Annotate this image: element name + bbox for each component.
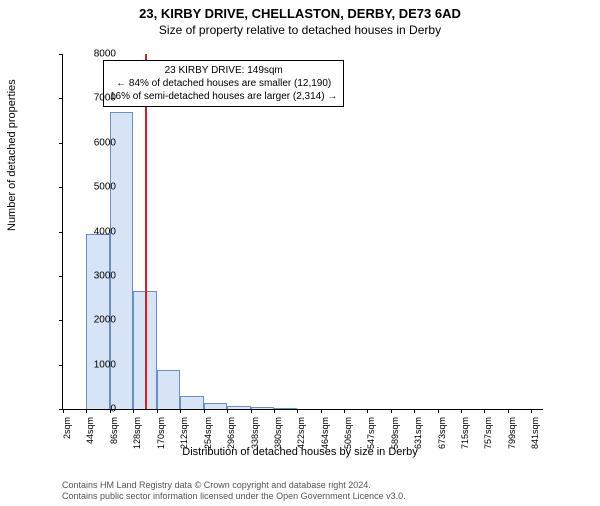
- x-tick-label: 2sqm: [62, 417, 72, 457]
- x-tick-mark: [321, 409, 322, 413]
- y-tick-label: 7000: [66, 93, 116, 104]
- y-tick-label: 3000: [66, 270, 116, 281]
- x-tick-label: 170sqm: [156, 417, 166, 457]
- x-tick-mark: [391, 409, 392, 413]
- x-tick-label: 715sqm: [460, 417, 470, 457]
- x-tick-label: 673sqm: [437, 417, 447, 457]
- x-tick-mark: [531, 409, 532, 413]
- y-tick-mark: [59, 232, 63, 233]
- x-tick-label: 506sqm: [343, 417, 353, 457]
- x-tick-mark: [414, 409, 415, 413]
- y-tick-mark: [59, 320, 63, 321]
- x-tick-label: 254sqm: [203, 417, 213, 457]
- x-tick-label: 589sqm: [390, 417, 400, 457]
- y-axis-label: Number of detached properties: [6, 79, 18, 231]
- x-tick-label: 631sqm: [413, 417, 423, 457]
- y-tick-label: 4000: [66, 226, 116, 237]
- y-tick-mark: [59, 54, 63, 55]
- x-tick-label: 86sqm: [109, 417, 119, 457]
- histogram-bar: [157, 370, 180, 409]
- x-tick-mark: [204, 409, 205, 413]
- page-subtitle: Size of property relative to detached ho…: [0, 23, 600, 37]
- page-title: 23, KIRBY DRIVE, CHELLASTON, DERBY, DE73…: [0, 6, 600, 21]
- histogram-bar: [180, 396, 203, 409]
- x-tick-label: 757sqm: [483, 417, 493, 457]
- x-tick-label: 841sqm: [530, 417, 540, 457]
- y-tick-mark: [59, 143, 63, 144]
- x-tick-label: 296sqm: [226, 417, 236, 457]
- histogram-bar: [274, 408, 297, 409]
- x-tick-mark: [157, 409, 158, 413]
- annotation-line: 16% of semi-detached houses are larger (…: [110, 90, 337, 103]
- x-tick-mark: [133, 409, 134, 413]
- y-tick-label: 5000: [66, 182, 116, 193]
- y-tick-label: 1000: [66, 359, 116, 370]
- x-tick-label: 547sqm: [366, 417, 376, 457]
- annotation-line: ← 84% of detached houses are smaller (12…: [110, 77, 337, 90]
- x-tick-mark: [461, 409, 462, 413]
- x-tick-label: 799sqm: [507, 417, 517, 457]
- x-tick-mark: [274, 409, 275, 413]
- y-tick-label: 0: [66, 404, 116, 415]
- x-tick-label: 44sqm: [85, 417, 95, 457]
- x-tick-mark: [297, 409, 298, 413]
- reference-line: [145, 54, 147, 409]
- histogram-bar: [227, 406, 250, 409]
- attribution-line-1: Contains HM Land Registry data © Crown c…: [62, 480, 406, 491]
- y-tick-mark: [59, 187, 63, 188]
- x-tick-mark: [508, 409, 509, 413]
- x-tick-label: 128sqm: [132, 417, 142, 457]
- attribution-text: Contains HM Land Registry data © Crown c…: [62, 480, 406, 502]
- x-tick-mark: [63, 409, 64, 413]
- x-tick-mark: [367, 409, 368, 413]
- y-tick-mark: [59, 365, 63, 366]
- x-tick-label: 212sqm: [179, 417, 189, 457]
- y-tick-mark: [59, 98, 63, 99]
- x-tick-mark: [484, 409, 485, 413]
- histogram-bar: [251, 407, 274, 409]
- y-tick-label: 6000: [66, 137, 116, 148]
- annotation-line: 23 KIRBY DRIVE: 149sqm: [110, 64, 337, 77]
- attribution-line-2: Contains public sector information licen…: [62, 491, 406, 502]
- x-tick-label: 464sqm: [320, 417, 330, 457]
- y-tick-label: 2000: [66, 315, 116, 326]
- x-tick-mark: [180, 409, 181, 413]
- histogram-bar: [204, 403, 227, 409]
- annotation-box: 23 KIRBY DRIVE: 149sqm← 84% of detached …: [103, 60, 344, 107]
- y-tick-mark: [59, 276, 63, 277]
- histogram-chart: 23 KIRBY DRIVE: 149sqm← 84% of detached …: [62, 54, 543, 410]
- y-tick-label: 8000: [66, 49, 116, 60]
- x-tick-mark: [438, 409, 439, 413]
- x-tick-label: 338sqm: [250, 417, 260, 457]
- x-tick-mark: [251, 409, 252, 413]
- x-tick-label: 380sqm: [273, 417, 283, 457]
- x-tick-label: 422sqm: [296, 417, 306, 457]
- x-tick-mark: [344, 409, 345, 413]
- x-tick-mark: [227, 409, 228, 413]
